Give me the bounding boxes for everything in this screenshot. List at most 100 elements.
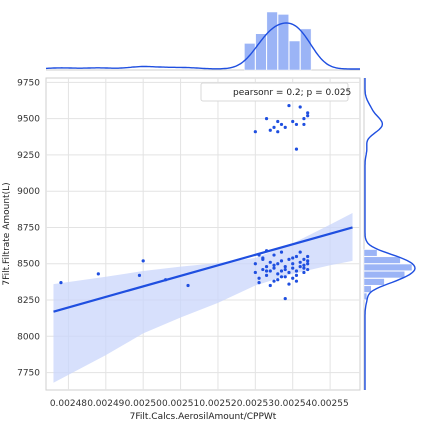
x-tick-label: 0.00251	[162, 399, 199, 409]
scatter-point	[294, 273, 299, 277]
x-histogram-bar	[255, 33, 267, 71]
scatter-point	[272, 263, 276, 267]
scatter-point	[294, 122, 299, 127]
y-tick-label: 9750	[17, 78, 40, 88]
x-tick-label: 0.00250	[125, 399, 162, 409]
scatter-point	[287, 282, 291, 286]
scatter-point	[59, 281, 63, 285]
scatter-point	[302, 117, 306, 121]
scatter-point	[298, 260, 302, 264]
scatter-point	[276, 262, 280, 266]
scatter-point	[294, 279, 299, 283]
y-tick-label: 8000	[17, 332, 40, 342]
x-tick-label: 0.00252	[199, 399, 236, 409]
scatter-point	[96, 272, 100, 276]
x-axis-label: 7Filt.Calcs.AerosilAmount/CPPWt	[130, 412, 277, 422]
x-marginal-distribution	[45, 11, 360, 71]
scatter-point	[291, 262, 295, 266]
scatter-point	[302, 270, 306, 275]
scatter-point	[306, 111, 310, 115]
scatter-point	[279, 269, 284, 273]
scatter-point	[306, 254, 310, 259]
regression-line	[53, 226, 353, 313]
y-tick-label: 8250	[17, 296, 40, 306]
x-tick-label: 0.00253	[237, 399, 274, 409]
x-histogram-bar	[300, 28, 312, 71]
scatter-point	[294, 269, 299, 273]
x-histogram-bar	[277, 14, 289, 71]
scatter-point	[283, 265, 287, 269]
scatter-point	[287, 103, 291, 108]
y-tick-label: 7750	[17, 369, 40, 379]
scatter-point	[257, 276, 261, 280]
scatter-point	[302, 266, 306, 270]
scatter-point	[272, 253, 276, 257]
scatter-point	[268, 260, 272, 264]
scatter-point	[306, 262, 310, 266]
scatter-point	[276, 278, 280, 282]
scatter-point	[264, 273, 269, 277]
scatter-point	[137, 273, 142, 277]
y-tick-label: 9500	[17, 115, 40, 125]
y-tick-labels: 7750 8000 8250 8500 8750 9000 9250 9500 9750	[17, 78, 40, 378]
x-tick-label: 0.00254	[274, 399, 311, 409]
x-tick-label: 0.00248	[50, 399, 87, 409]
y-tick-label: 8500	[17, 260, 40, 270]
x-tick-label: 0.00255	[311, 399, 348, 409]
scatter-point	[306, 267, 310, 272]
scatter-point	[253, 130, 257, 134]
scatter-point	[294, 147, 299, 151]
scatter-point	[272, 266, 276, 270]
x-tick-label: 0.00249	[87, 399, 124, 409]
y-axis-label: 7Filt.Filtrate Amount(L)	[2, 182, 12, 285]
y-histogram-bar	[363, 278, 385, 286]
y-tick-label: 9250	[17, 151, 40, 161]
scatter-point	[272, 125, 276, 129]
scatter-point	[287, 257, 291, 261]
scatter-point	[291, 276, 295, 280]
scatter-point	[257, 281, 261, 285]
y-histogram-bar	[363, 249, 378, 257]
scatter-point	[253, 270, 257, 275]
scatter-point	[283, 267, 287, 272]
main-scatter-plot: 0.00248 0.00249 0.00250 0.00251 0.00252 0.002…	[17, 77, 361, 409]
scatter-point	[264, 117, 269, 121]
scatter-points	[59, 103, 310, 301]
scatter-point	[272, 279, 276, 283]
x-histogram-bar	[244, 43, 256, 71]
scatter-point	[276, 119, 280, 124]
y-histogram-bar	[363, 285, 372, 293]
scatter-point	[261, 257, 265, 261]
scatter-point	[279, 259, 284, 263]
scatter-point	[287, 270, 291, 275]
y-kde-curve	[364, 78, 416, 390]
scatter-point	[279, 250, 284, 254]
scatter-point	[268, 269, 272, 273]
y-marginal-distribution	[363, 78, 416, 390]
scatter-point	[306, 114, 310, 118]
scatter-point	[302, 122, 306, 127]
scatter-point	[264, 269, 269, 273]
y-tick-label: 8750	[17, 223, 40, 233]
scatter-point	[268, 283, 272, 288]
regression-line-group	[53, 226, 353, 313]
scatter-point	[261, 267, 265, 272]
legend-box	[200, 82, 349, 102]
y-histogram-bar	[363, 292, 368, 300]
x-tick-labels: 0.00248 0.00249 0.00250 0.00251 0.00252 0.002…	[50, 399, 349, 409]
y-histogram-bar	[363, 271, 405, 279]
scatter-point	[298, 265, 302, 269]
scatter-point	[306, 259, 310, 263]
scatter-point	[302, 263, 306, 267]
scatter-point	[141, 259, 145, 263]
scatter-point	[291, 266, 295, 270]
y-histogram-bar	[363, 263, 413, 271]
y-tick-label: 9000	[17, 187, 40, 197]
scatter-point	[298, 105, 302, 109]
scatter-point	[279, 122, 284, 127]
scatter-point	[302, 257, 306, 261]
scatter-point	[283, 296, 287, 301]
scatter-point	[291, 256, 295, 260]
x-histogram-bar	[289, 40, 301, 71]
scatter-point	[264, 265, 269, 269]
